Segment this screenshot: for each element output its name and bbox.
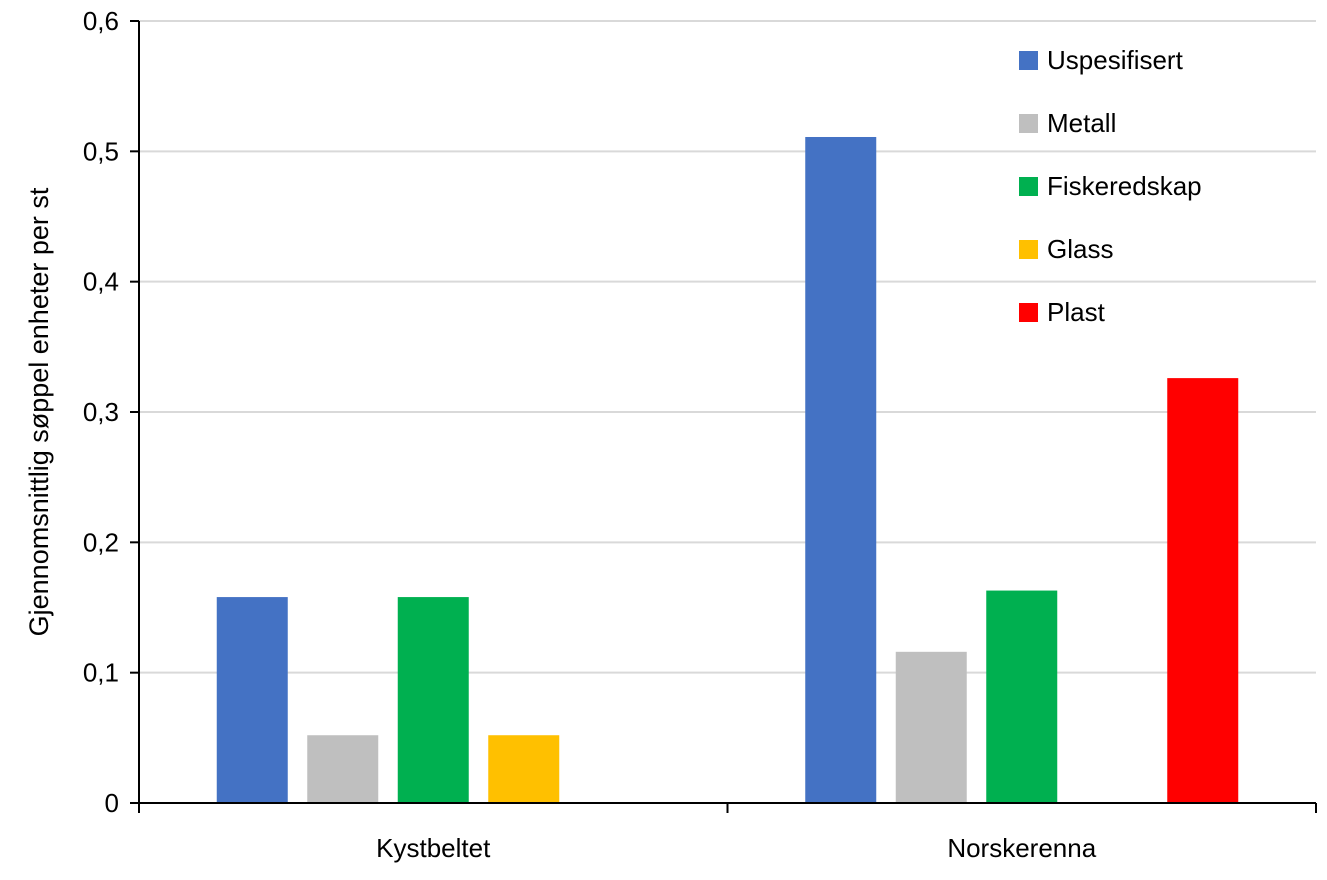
- axes: [130, 20, 1317, 813]
- bars: [216, 136, 1239, 803]
- legend-swatch-fiskeredskap: [1019, 177, 1038, 196]
- legend-label-plast: Plast: [1047, 297, 1106, 327]
- legend-swatch-glass: [1019, 240, 1038, 259]
- y-tick-labels: 0 0,1 0,2 0,3 0,4 0,5 0,6: [83, 6, 119, 818]
- bar-glass-kystbeltet: [488, 735, 560, 803]
- bar-uspesifisert-kystbeltet: [216, 597, 288, 803]
- bar-fiskeredskap-norskerenna: [986, 590, 1058, 803]
- y-tick-label: 0: [105, 788, 119, 818]
- legend: Uspesifisert Metall Fiskeredskap Glass Plast: [1019, 45, 1202, 327]
- y-tick-label: 0,5: [83, 136, 119, 166]
- bar-metall-kystbeltet: [307, 735, 379, 803]
- bar-plast-norskerenna: [1167, 378, 1239, 803]
- x-tick-label: Kystbeltet: [376, 833, 491, 863]
- y-axis-title: Gjennomsnittlig søppel enheter per st: [24, 187, 54, 636]
- bar-uspesifisert-norskerenna: [805, 136, 877, 803]
- legend-swatch-plast: [1019, 303, 1038, 322]
- x-tick-labels: Kystbeltet Norskerenna: [376, 833, 1097, 863]
- legend-label-uspesifisert: Uspesifisert: [1047, 45, 1184, 75]
- legend-label-fiskeredskap: Fiskeredskap: [1047, 171, 1202, 201]
- legend-swatch-metall: [1019, 114, 1038, 133]
- y-tick-label: 0,4: [83, 267, 119, 297]
- legend-label-glass: Glass: [1047, 234, 1113, 264]
- grid-lines: [139, 20, 1316, 674]
- bar-fiskeredskap-kystbeltet: [397, 597, 469, 803]
- x-tick-label: Norskerenna: [947, 833, 1096, 863]
- bar-metall-norskerenna: [895, 651, 967, 803]
- y-tick-label: 0,1: [83, 658, 119, 688]
- y-tick-label: 0,3: [83, 397, 119, 427]
- y-tick-label: 0,2: [83, 527, 119, 557]
- legend-swatch-uspesifisert: [1019, 51, 1038, 70]
- legend-label-metall: Metall: [1047, 108, 1116, 138]
- y-tick-label: 0,6: [83, 6, 119, 36]
